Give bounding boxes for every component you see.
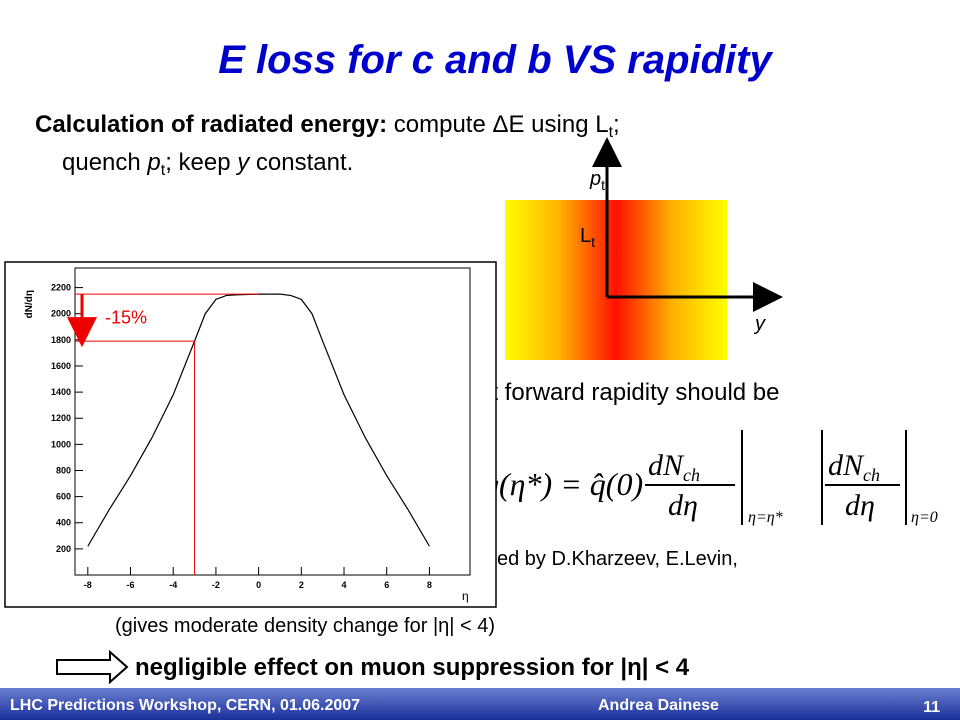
- page-number: 11: [923, 699, 940, 716]
- y-tick-label: 600: [56, 492, 71, 502]
- subscript: t: [161, 162, 166, 179]
- text: p: [146, 149, 160, 176]
- text: dN: [828, 449, 865, 482]
- x-tick-label: -6: [127, 580, 135, 590]
- x-tick-label: 6: [384, 580, 389, 590]
- lt-label: Lt: [580, 225, 595, 250]
- y-tick-label: 800: [56, 465, 71, 475]
- intro-lead: Calculation of radiated energy:: [35, 111, 387, 138]
- curve: [87, 293, 430, 547]
- y-tick-label: 1400: [51, 387, 71, 397]
- text: compute: [394, 111, 493, 138]
- plot-frame: [74, 267, 471, 576]
- x-axis-label: η: [462, 589, 469, 603]
- x-tick-label: -4: [169, 580, 177, 590]
- subscript: t: [601, 177, 605, 193]
- x-tick-label: -2: [212, 580, 220, 590]
- subscript: t: [591, 234, 595, 250]
- numerator: dNch: [828, 449, 880, 485]
- condition: η=0: [911, 509, 938, 526]
- x-tick-label: 8: [427, 580, 432, 590]
- formula: q̂(η*) = q̂(0) dNch dη η=η* dNch dη η=0: [483, 430, 938, 526]
- denominator: dη: [845, 489, 875, 522]
- y-tick-label: 2200: [51, 283, 71, 293]
- text: quench: [62, 149, 147, 176]
- subscript: t: [609, 124, 614, 141]
- text: ; keep: [165, 149, 237, 176]
- y-tick-label: 1800: [51, 335, 71, 345]
- footer-author: Andrea Dainese: [598, 697, 719, 714]
- arrow-icon: [56, 649, 129, 685]
- x-tick-label: 2: [299, 580, 304, 590]
- formula-lhs: q̂(η*) = q̂(0): [483, 466, 643, 502]
- numerator: dNch: [648, 449, 700, 485]
- text: y: [235, 149, 251, 176]
- x-tick-label: 4: [342, 580, 347, 590]
- x-tick-label: 0: [256, 580, 261, 590]
- intro-line2: quench pt; keep y constant.: [62, 149, 353, 179]
- intro-line1: Calculation of radiated energy: compute …: [35, 111, 620, 141]
- conclusion: negligible effect on muon suppression fo…: [135, 654, 690, 681]
- text: L: [580, 225, 591, 247]
- y-tick-label: 400: [56, 518, 71, 528]
- y-tick-label: 200: [56, 544, 71, 554]
- condition: η=η*: [748, 509, 783, 526]
- subscript: ch: [683, 465, 700, 485]
- note: (gives moderate density change for |η| <…: [115, 615, 495, 637]
- text: p: [589, 168, 601, 190]
- x-tick-label: -8: [84, 580, 92, 590]
- plot: dN/dη η -8 -6 -4 -2 0 2 4 6 8 200 400 600 800 1000 120…: [4, 261, 497, 608]
- text: using L: [525, 111, 609, 138]
- y-label: y: [753, 313, 766, 335]
- annotation-label: -15%: [105, 308, 147, 328]
- denominator: dη: [668, 489, 698, 522]
- text: [387, 111, 394, 138]
- text: ;: [613, 111, 620, 138]
- partial-text: at forward rapidity should be: [478, 379, 780, 406]
- y-tick-label: 1600: [51, 361, 71, 371]
- footer-event: LHC Predictions Workshop, CERN, 01.06.20…: [10, 697, 360, 714]
- y-axis-label: dN/dη: [24, 290, 35, 318]
- slide-title: E loss for c and b VS rapidity: [218, 38, 773, 82]
- subscript: ch: [863, 465, 880, 485]
- medium-gradient: [505, 200, 727, 360]
- y-tick-label: 1000: [51, 439, 71, 449]
- y-tick-label: 1200: [51, 413, 71, 423]
- text: dN: [648, 449, 685, 482]
- text: constant.: [249, 149, 353, 176]
- y-tick-label: 2000: [51, 309, 71, 319]
- partial-text: ed by D.Kharzeev, E.Levin,: [497, 548, 738, 570]
- pt-label: pt: [589, 168, 605, 193]
- footer-bar: [0, 688, 960, 720]
- text: ΔE: [492, 111, 524, 138]
